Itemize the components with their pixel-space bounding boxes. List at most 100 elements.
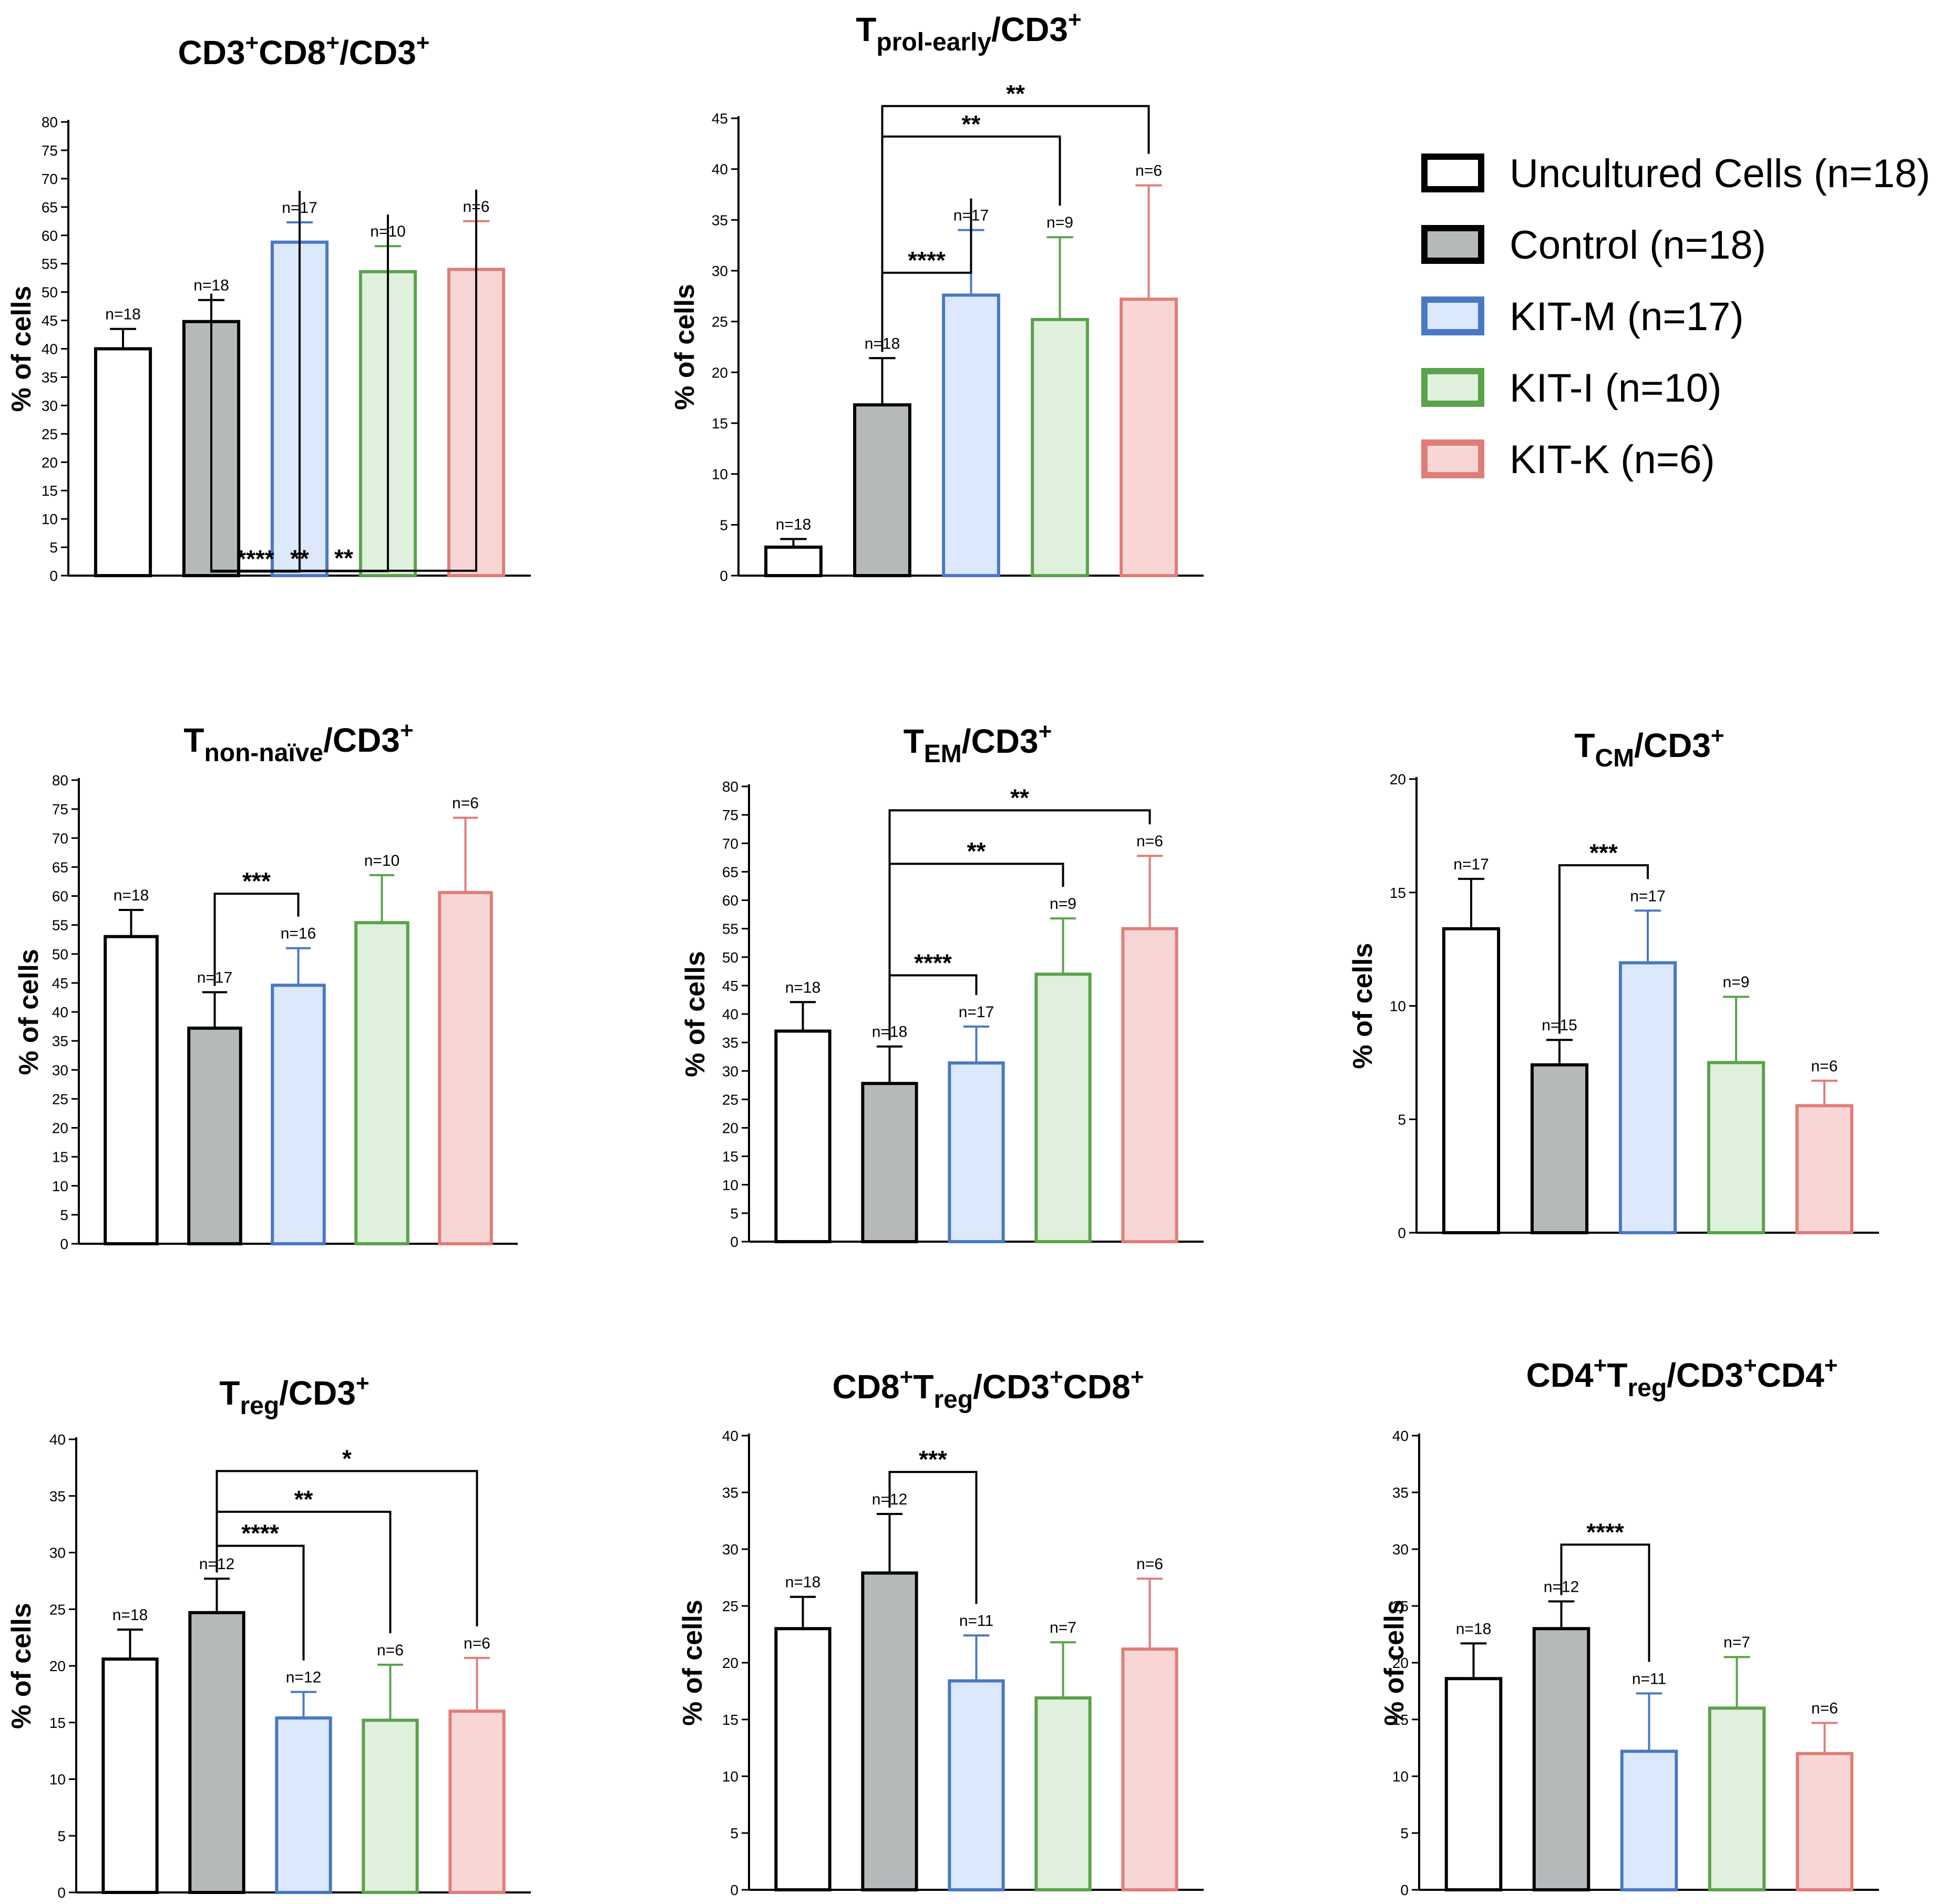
y-tick-label: 40 (712, 161, 728, 178)
y-tick-label: 35 (52, 1033, 68, 1049)
chart-title-part: T (183, 721, 204, 759)
y-axis-label: % of cells (6, 286, 37, 412)
y-tick-label: 35 (722, 1485, 738, 1501)
bar (1620, 1749, 1678, 1891)
y-tick-label: 15 (49, 1715, 66, 1731)
chart-panel: CD8+Treg/CD3+CD8+% of cells0510152025303… (678, 1364, 1204, 1898)
y-tick-label: 25 (722, 1091, 738, 1108)
bar (1618, 961, 1677, 1234)
y-tick-label: 5 (49, 539, 58, 556)
y-tick-label: 25 (1392, 1598, 1409, 1614)
chart-title-part: + (1131, 1364, 1144, 1390)
y-tick-label: 75 (722, 807, 738, 823)
y-tick-label: 0 (720, 568, 728, 584)
bar (1034, 973, 1092, 1243)
n-label: n=18 (114, 887, 149, 904)
chart-title-part: + (1824, 1353, 1838, 1378)
n-label: n=17 (959, 1004, 994, 1021)
y-tick-label: 60 (722, 893, 738, 909)
bar (1120, 298, 1178, 577)
y-tick-label: 0 (60, 1236, 68, 1252)
legend-swatch (1421, 439, 1484, 478)
n-label: n=16 (281, 925, 316, 943)
chart-title-part: + (326, 30, 340, 56)
y-tick-label: 10 (712, 466, 728, 483)
y-tick-label: 0 (57, 1885, 66, 1901)
y-tick-label: 45 (722, 978, 738, 994)
y-tick-label: 30 (49, 1545, 66, 1561)
chart-title: CD8+Treg/CD3+CD8+ (833, 1364, 1144, 1414)
y-axis-label: % of cells (680, 951, 711, 1077)
significance-bracket (888, 809, 1151, 1040)
chart-title: TCM/CD3+ (1574, 723, 1724, 772)
bar (1034, 1696, 1092, 1891)
significance-label: * (342, 1445, 352, 1472)
y-tick-label: 30 (42, 397, 58, 414)
bar (774, 1029, 832, 1243)
y-tick-label: 70 (42, 171, 58, 187)
chart-title-part: /CD3 (1634, 726, 1711, 764)
y-tick-label: 45 (42, 313, 58, 329)
bar (764, 545, 823, 578)
y-tick-label: 30 (52, 1062, 68, 1078)
chart-title-part: /CD3 (323, 721, 400, 759)
y-tick-label: 0 (1400, 1882, 1409, 1898)
bar (948, 1679, 1005, 1892)
y-tick-label: 0 (49, 568, 58, 584)
y-tick-label: 10 (722, 1177, 738, 1193)
significance-label: **** (241, 1520, 279, 1547)
n-label: n=18 (776, 516, 812, 533)
significance-label: ** (1010, 784, 1029, 811)
chart-title-part: /CD3 (973, 1368, 1050, 1406)
y-tick-label: 25 (42, 426, 58, 442)
n-label: n=7 (1050, 1619, 1076, 1636)
n-label: n=12 (286, 1669, 322, 1686)
y-tick-label: 30 (712, 263, 728, 279)
chart-title-part: + (1068, 7, 1082, 33)
bar (94, 347, 152, 577)
y-tick-label: 0 (730, 1234, 738, 1250)
chart-title-part: CD8 (833, 1368, 900, 1406)
legend-label: KIT-M (n=17) (1510, 294, 1744, 339)
bar (354, 921, 409, 1245)
y-tick-label: 45 (52, 975, 68, 991)
n-label: n=18 (193, 277, 229, 294)
chart-panel: TEM/CD3+ % of cells 0 5 10 15 20 25 30 35 40 45 50 55… (680, 719, 1204, 1250)
y-tick-label: 75 (52, 801, 68, 817)
n-label: n=6 (1811, 1058, 1838, 1075)
y-tick-label: 65 (42, 199, 58, 216)
chart-title-part: T (1607, 1356, 1627, 1394)
bar (1031, 318, 1089, 577)
n-label: n=18 (112, 1606, 148, 1624)
y-tick-label: 5 (720, 517, 728, 533)
significance-bracket (1558, 864, 1649, 1034)
y-tick-label: 5 (730, 1205, 738, 1222)
chart-title-part: CD4 (1526, 1356, 1594, 1394)
y-axis-label: % of cells (670, 284, 700, 410)
y-tick-label: 25 (722, 1598, 738, 1614)
bar (1442, 927, 1501, 1235)
y-tick-label: 30 (722, 1541, 738, 1558)
bar (861, 1571, 918, 1892)
y-tick-label: 0 (730, 1882, 738, 1898)
bar (275, 1716, 332, 1894)
bar (104, 935, 159, 1246)
n-label: n=11 (959, 1612, 993, 1630)
bar (448, 1709, 506, 1894)
y-axis-label: % of cells (678, 1600, 708, 1726)
significance-label: *** (242, 867, 271, 895)
n-label: n=6 (1135, 162, 1162, 180)
y-tick-label: 15 (712, 415, 728, 432)
significance-label: ** (1006, 80, 1025, 107)
y-tick-label: 10 (1390, 998, 1406, 1015)
chart-title: CD4+Treg/CD3+CD4+ (1526, 1353, 1838, 1402)
chart-title: Treg/CD3+ (219, 1370, 369, 1420)
y-tick-label: 35 (49, 1488, 66, 1504)
chart-title-part: + (900, 1364, 914, 1390)
y-tick-label: 10 (42, 511, 58, 527)
n-label: n=6 (464, 1635, 490, 1652)
y-tick-label: 20 (712, 364, 728, 381)
chart-title: CD3+CD8+/CD3+ (178, 30, 430, 71)
n-label: n=7 (1723, 1634, 1750, 1651)
